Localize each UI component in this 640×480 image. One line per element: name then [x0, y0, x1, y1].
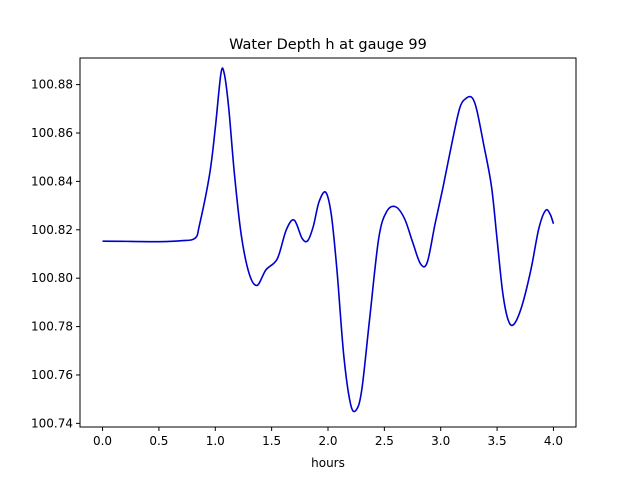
plot-area-frame	[79, 57, 577, 428]
y-tick-label: 100.86	[31, 126, 73, 140]
y-tick-label: 100.76	[31, 368, 73, 382]
y-axis: 100.74 100.76 100.78 100.80 100.82 100.84 100.…	[31, 78, 80, 430]
y-tick-label: 100.84	[31, 174, 73, 188]
series-layer	[102, 67, 555, 413]
x-tick-label: 0.0	[93, 434, 112, 448]
x-tick-label: 2.0	[318, 434, 337, 448]
x-axis: 0.0 0.5 1.0 1.5 2.0 2.5 3.0 3.5 4.0	[93, 427, 563, 448]
y-tick-label: 100.88	[31, 78, 73, 92]
x-axis-label: hours	[311, 456, 345, 470]
x-tick-label: 4.0	[544, 434, 563, 448]
x-tick-label: 3.0	[431, 434, 450, 448]
chart-title: Water Depth h at gauge 99	[229, 37, 427, 53]
x-tick-label: 0.5	[149, 434, 168, 448]
series-line	[102, 67, 555, 413]
y-tick-label: 100.74	[31, 416, 73, 430]
x-tick-label: 3.5	[488, 434, 507, 448]
x-tick-label: 1.0	[206, 434, 225, 448]
x-tick-label: 1.5	[262, 434, 281, 448]
y-tick-label: 100.80	[31, 271, 73, 285]
y-tick-label: 100.78	[31, 320, 73, 334]
y-tick-label: 100.82	[31, 223, 73, 237]
x-tick-label: 2.5	[375, 434, 394, 448]
